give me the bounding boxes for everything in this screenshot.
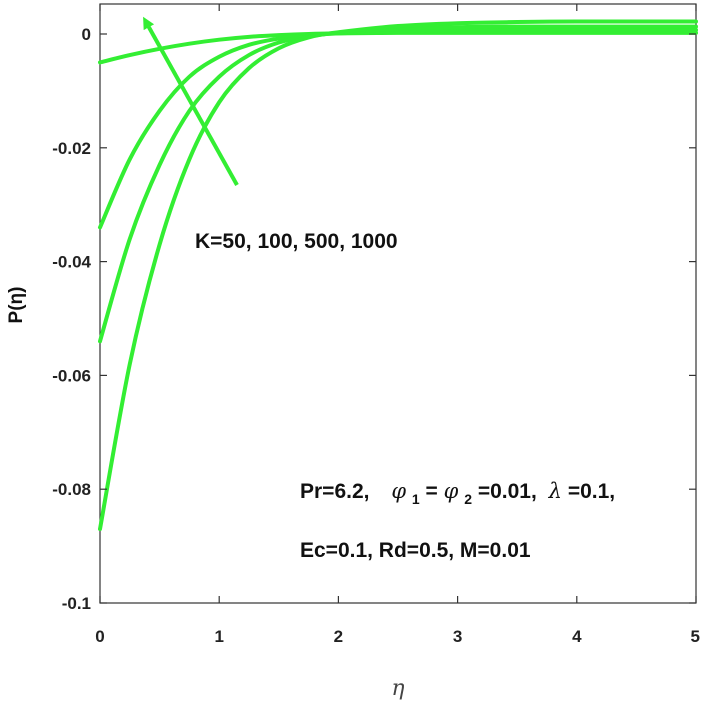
- param-equals: =: [426, 480, 438, 503]
- x-tick-label: 0: [95, 627, 104, 646]
- x-tick-label: 1: [214, 627, 223, 646]
- y-axis-ticks: 0 -0.02 -0.04 -0.06 -0.08 -0.1: [52, 25, 696, 613]
- x-tick-label: 4: [572, 627, 582, 646]
- params-annotation-line2: Ec=0.1, Rd=0.5, M=0.01: [300, 539, 531, 562]
- annotation-arrow: [143, 16, 239, 186]
- x-tick-label: 3: [453, 627, 462, 646]
- y-tick-label: -0.06: [52, 366, 91, 385]
- params-annotation-line1: Pr=6.2, φ 1 = φ 2 =0.01, λ =0.1,: [300, 479, 615, 509]
- param-phi1-subscript: 1: [412, 491, 420, 507]
- param-lambda-symbol: λ: [548, 479, 562, 503]
- y-tick-label: 0: [82, 25, 91, 44]
- param-phi1-symbol: φ: [391, 479, 406, 503]
- param-phi-value: =0.01,: [478, 480, 537, 503]
- x-axis-ticks: 0 1 2 3 4 5: [95, 4, 700, 646]
- series-line-4: [98, 19, 698, 532]
- param-pr: Pr=6.2,: [300, 480, 369, 503]
- y-tick-label: -0.08: [52, 480, 91, 499]
- y-tick-label: -0.02: [52, 139, 91, 158]
- y-axis-label: P(η): [6, 287, 27, 324]
- k-values-annotation: K=50, 100, 500, 1000: [195, 230, 398, 253]
- plot-area: [99, 3, 697, 604]
- y-tick-label: -0.1: [62, 594, 91, 613]
- x-tick-label: 2: [334, 627, 343, 646]
- y-axis-label-text: P(η): [6, 287, 27, 324]
- x-axis-label: η: [391, 676, 404, 701]
- param-lambda-value: =0.1,: [568, 480, 615, 503]
- param-phi2-symbol: φ: [444, 479, 459, 503]
- x-tick-label: 5: [691, 627, 700, 646]
- y-tick-label: -0.04: [52, 253, 91, 272]
- param-phi2-subscript: 2: [464, 491, 472, 507]
- series-layer: [98, 19, 698, 532]
